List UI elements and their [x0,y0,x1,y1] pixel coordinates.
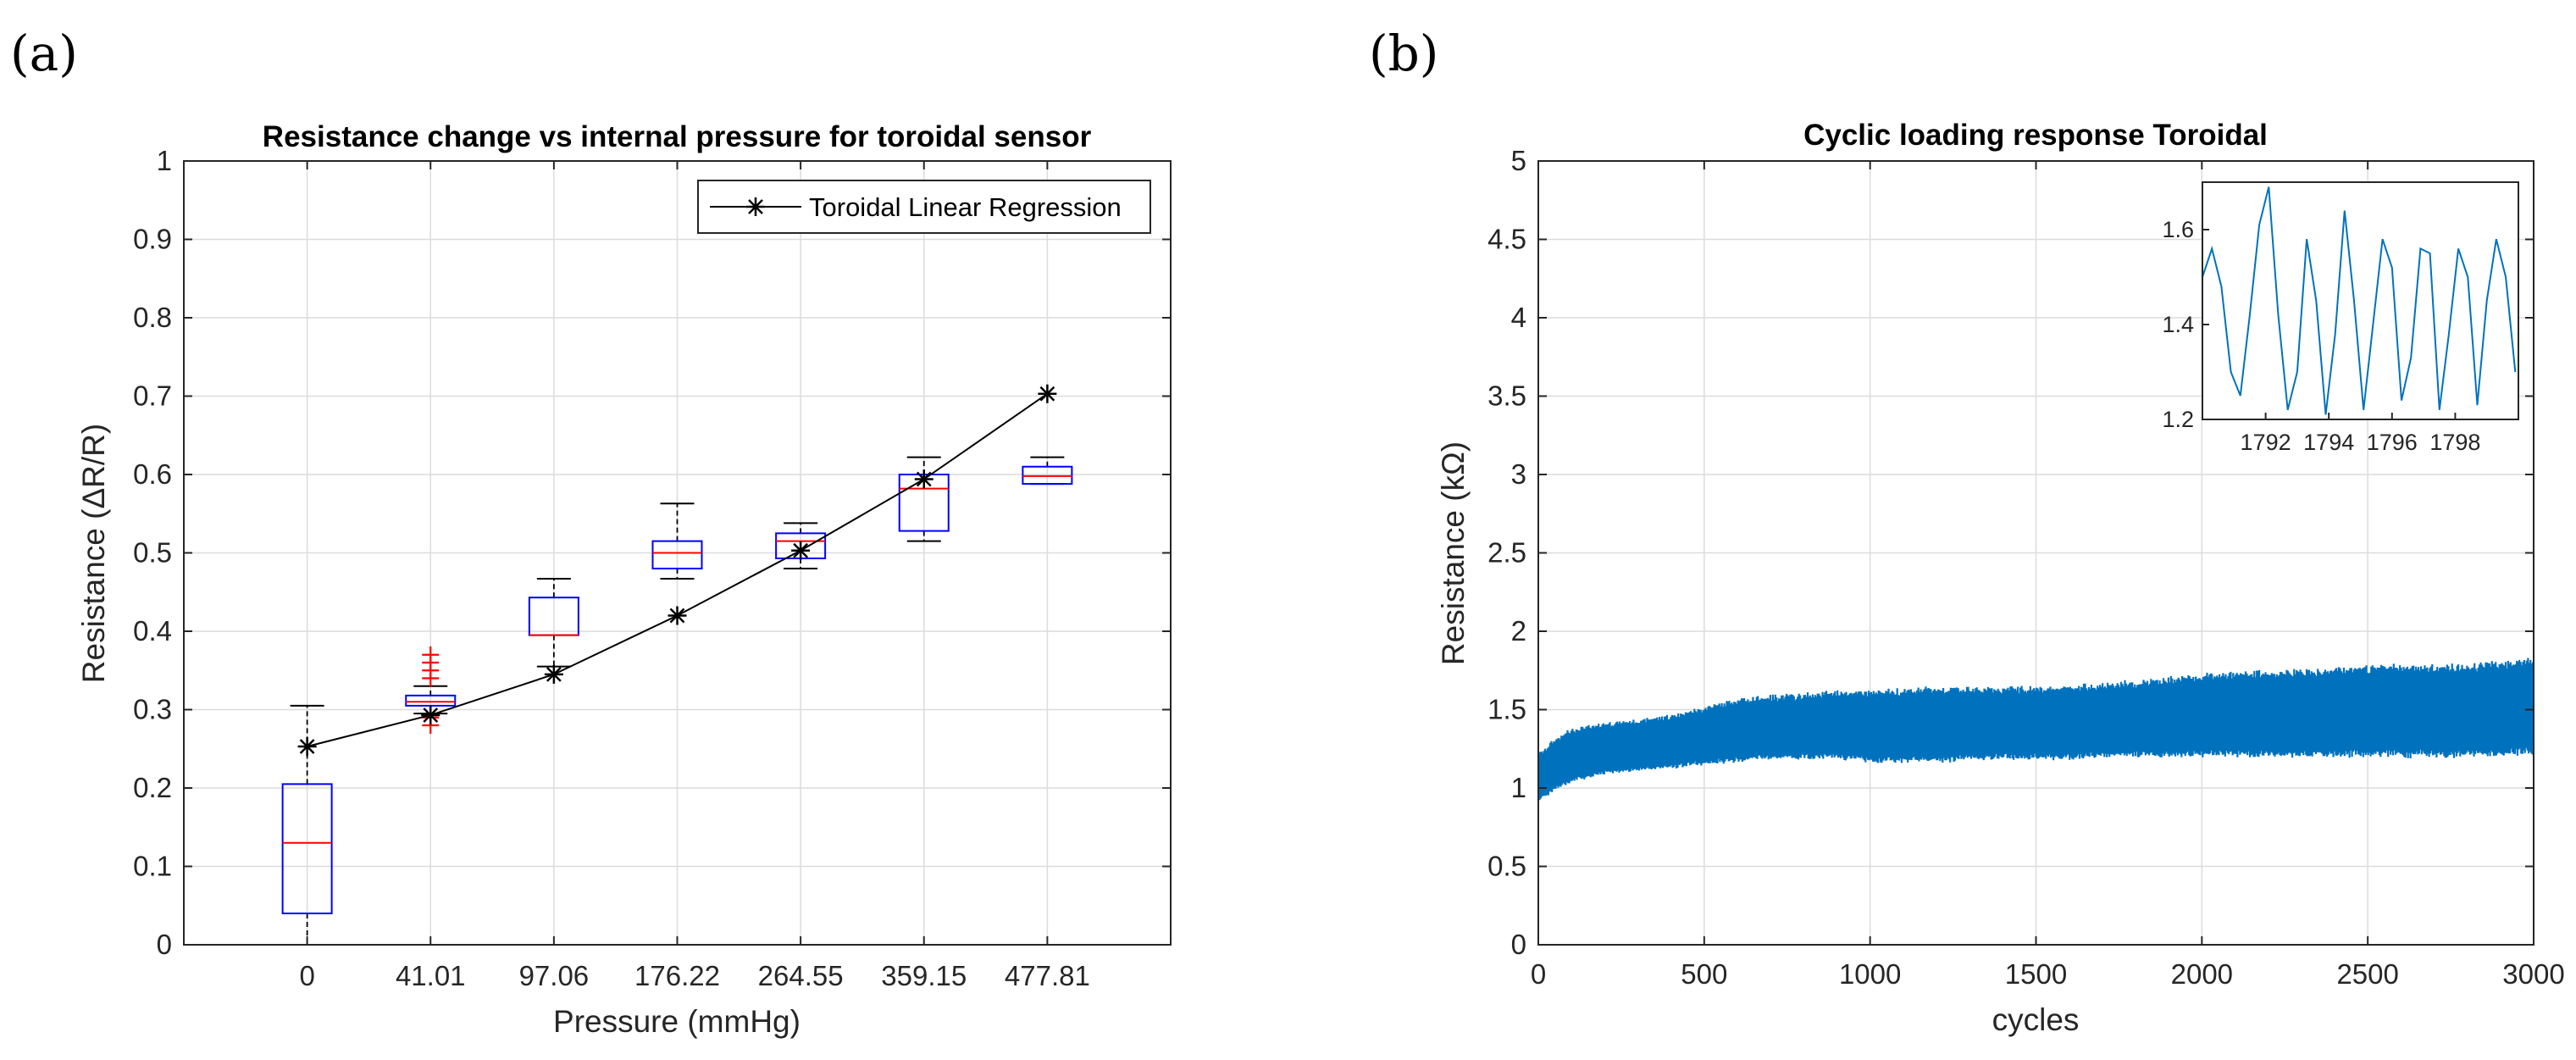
chart-a-legend-label: Toroidal Linear Regression [809,192,1122,222]
chart-b-ytick-label: 0.5 [1487,851,1526,882]
chart-b-xtick-label: 3000 [2502,958,2564,990]
chart-a-title: Resistance change vs internal pressure f… [263,120,1092,153]
chart-b-ticks: 0 0.5 1 1.5 2 2.5 3 3.5 4 4.5 5 0 500 1000 1500 2000 250… [1487,145,2565,990]
panel-label-a: (a) [10,25,78,82]
inset-ytick-label: 1.6 [2162,217,2194,242]
panel-label-b: (b) [1369,25,1438,82]
chart-b-ytick-label: 4 [1511,302,1526,333]
regression-point [668,606,687,625]
chart-a-xtick-label: 176.22 [634,960,720,991]
chart-a-ytick-label: 0.3 [133,694,172,725]
chart-b-title: Cyclic loading response Toroidal [1803,119,2268,152]
chart-a-ytick-label: 0.7 [133,380,172,412]
chart-a-legend-marker [746,197,765,216]
inset-ytick-label: 1.4 [2162,312,2194,337]
chart-a-xtick-label: 97.06 [519,960,590,991]
chart-b-inset: 1.2 1.4 1.6 1792 1794 1796 1798 [2162,181,2519,455]
chart-b-ytick-label: 5 [1511,145,1526,176]
box-97.06 [528,578,579,668]
inset-xtick-label: 1794 [2303,430,2354,455]
chart-a-ticks: 0 0.1 0.2 0.3 0.4 0.5 0.6 0.7 0.8 0.9 1 0 41.01 97.06… [133,145,1171,991]
chart-a-ytick-label: 1 [157,145,172,176]
chart-a-ytick-label: 0.6 [133,458,172,490]
inset-frame [2202,181,2519,420]
chart-b-ytick-label: 3 [1511,458,1526,490]
chart-a-xlabel: Pressure (mmHg) [553,1004,800,1039]
inset-xtick-label: 1798 [2429,430,2480,455]
chart-b-ytick-label: 0 [1511,929,1526,960]
chart-a-series [297,384,1057,756]
cyclic-response-line [1537,658,2535,802]
chart-a-ytick-label: 0.1 [133,851,172,882]
chart-a-xtick-label: 0 [299,960,314,991]
chart-b-ytick-label: 2.5 [1487,537,1526,569]
inset-plot-area [2202,182,2518,419]
inset-line [2202,186,2517,415]
chart-b-ylabel: Resistance (kΩ) [1436,441,1471,665]
chart-a-xtick-label: 359.15 [881,960,967,991]
chart-b-ytick-label: 1 [1511,772,1526,803]
chart-b-xtick-label: 500 [1681,958,1727,990]
chart-a-ylabel: Resistance (ΔR/R) [76,424,111,683]
inset-xtick-label: 1796 [2367,430,2418,455]
box-176.22 [651,502,703,580]
outlier-marker [422,646,440,663]
chart-b-series [1537,658,2535,802]
chart-a-legend: Toroidal Linear Regression [697,180,1151,234]
chart-a: 0 0.1 0.2 0.3 0.4 0.5 0.6 0.7 0.8 0.9 1 0 41.01 97.06… [76,120,1172,1039]
chart-a-ytick-label: 0.5 [133,537,172,569]
box-477.81 [1022,456,1073,486]
regression-point [791,541,811,560]
chart-a-xtick-label: 41.01 [396,960,466,991]
chart-a-ytick-label: 0.9 [133,224,172,255]
chart-a-xtick-label: 477.81 [1005,960,1090,991]
chart-b-xtick-label: 1000 [1839,958,1901,990]
chart-a-ytick-label: 0.2 [133,772,172,803]
regression-point [297,736,317,756]
chart-b-ytick-label: 2 [1511,615,1526,647]
chart-a-ytick-label: 0.4 [133,615,172,647]
chart-a-ytick-label: 0 [157,929,172,960]
chart-b-xtick-label: 2500 [2336,958,2398,990]
chart-b-ytick-label: 1.5 [1487,694,1526,725]
box-iqr [281,783,333,914]
inset-series [2202,186,2517,415]
inset-ytick-label: 1.2 [2162,407,2194,432]
regression-point [544,664,563,684]
box-iqr [405,694,457,707]
chart-b-xlabel: cycles [1992,1002,2080,1037]
regression-point [421,705,440,724]
chart-a-xtick-label: 264.55 [758,960,844,991]
chart-b-ytick-label: 3.5 [1487,380,1526,412]
chart-b-xtick-label: 0 [1531,958,1546,990]
chart-a-ytick-label: 0.8 [133,302,172,333]
regression-point [914,469,933,489]
chart-b-xtick-label: 2000 [2171,958,2233,990]
box-iqr [651,540,703,569]
chart-b-xtick-label: 1500 [2005,958,2067,990]
chart-b: 0 0.5 1 1.5 2 2.5 3 3.5 4 4.5 5 0 500 1000 1500 2000 250… [1436,119,2565,1037]
regression-point [1038,384,1057,403]
inset-xtick-label: 1792 [2241,430,2291,455]
chart-b-ytick-label: 4.5 [1487,224,1526,255]
inset-ticks: 1.2 1.4 1.6 1792 1794 1796 1798 [2162,217,2480,455]
